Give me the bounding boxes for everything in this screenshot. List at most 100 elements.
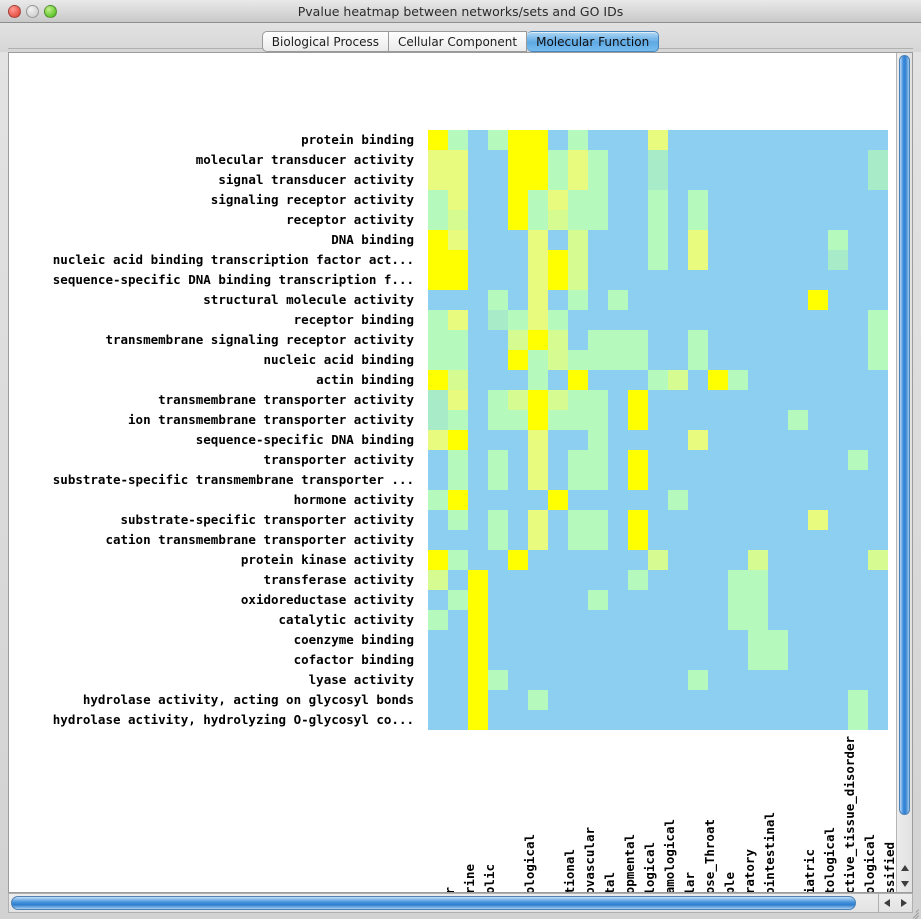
heatmap-cell[interactable] [848,250,868,270]
heatmap-cell[interactable] [788,510,808,530]
heatmap-cell[interactable] [768,390,788,410]
heatmap-cell[interactable] [868,650,888,670]
heatmap-cell[interactable] [728,690,748,710]
heatmap-cell[interactable] [728,450,748,470]
heatmap-cell[interactable] [448,530,468,550]
heatmap-cell[interactable] [588,630,608,650]
heatmap-cell[interactable] [748,270,768,290]
heatmap-cell[interactable] [448,130,468,150]
vertical-scrollbar[interactable] [896,53,912,892]
heatmap-cell[interactable] [688,350,708,370]
heatmap-cell[interactable] [428,710,448,730]
heatmap-cell[interactable] [528,370,548,390]
minimize-button[interactable] [26,5,39,18]
heatmap-cell[interactable] [488,330,508,350]
heatmap-cell[interactable] [768,410,788,430]
heatmap-cell[interactable] [708,670,728,690]
heatmap-cell[interactable] [628,370,648,390]
tab-biological-process[interactable]: Biological Process [261,31,389,52]
heatmap-cell[interactable] [548,190,568,210]
heatmap-cell[interactable] [608,170,628,190]
heatmap-cell[interactable] [828,410,848,430]
heatmap-cell[interactable] [608,250,628,270]
heatmap-cell[interactable] [788,490,808,510]
heatmap-cell[interactable] [428,610,448,630]
heatmap-cell[interactable] [448,510,468,530]
heatmap-cell[interactable] [808,170,828,190]
heatmap-cell[interactable] [868,590,888,610]
heatmap-cell[interactable] [748,210,768,230]
heatmap-cell[interactable] [548,710,568,730]
heatmap-cell[interactable] [508,510,528,530]
heatmap-cell[interactable] [768,350,788,370]
heatmap-cell[interactable] [808,250,828,270]
heatmap-cell[interactable] [648,430,668,450]
heatmap-cell[interactable] [628,690,648,710]
heatmap-cell[interactable] [868,210,888,230]
heatmap-cell[interactable] [608,330,628,350]
heatmap-cell[interactable] [428,630,448,650]
heatmap-cell[interactable] [428,450,448,470]
heatmap-cell[interactable] [548,410,568,430]
heatmap-cell[interactable] [808,190,828,210]
heatmap-cell[interactable] [688,630,708,650]
heatmap-cell[interactable] [628,610,648,630]
heatmap-cell[interactable] [648,290,668,310]
heatmap-cell[interactable] [868,310,888,330]
heatmap-cell[interactable] [468,470,488,490]
heatmap-cell[interactable] [668,310,688,330]
heatmap-cell[interactable] [848,330,868,350]
heatmap-cell[interactable] [648,390,668,410]
heatmap-cell[interactable] [768,190,788,210]
heatmap-cell[interactable] [508,570,528,590]
heatmap-cell[interactable] [468,150,488,170]
heatmap-cell[interactable] [608,270,628,290]
heatmap-cell[interactable] [528,430,548,450]
heatmap-cell[interactable] [668,410,688,430]
heatmap-cell[interactable] [608,310,628,330]
heatmap-cell[interactable] [848,130,868,150]
heatmap-cell[interactable] [768,630,788,650]
heatmap-cell[interactable] [528,270,548,290]
heatmap-cell[interactable] [768,270,788,290]
heatmap-cell[interactable] [468,250,488,270]
heatmap-cell[interactable] [508,350,528,370]
heatmap-cell[interactable] [868,530,888,550]
heatmap-cell[interactable] [468,410,488,430]
heatmap-cell[interactable] [488,470,508,490]
heatmap-cell[interactable] [828,270,848,290]
heatmap-cell[interactable] [668,330,688,350]
heatmap-cell[interactable] [628,410,648,430]
heatmap-cell[interactable] [808,590,828,610]
heatmap-cell[interactable] [768,430,788,450]
heatmap-cell[interactable] [468,230,488,250]
heatmap-cell[interactable] [628,490,648,510]
heatmap-cell[interactable] [548,550,568,570]
heatmap-cell[interactable] [868,570,888,590]
heatmap-cell[interactable] [748,470,768,490]
heatmap-cell[interactable] [528,250,548,270]
heatmap-cell[interactable] [568,510,588,530]
heatmap-cell[interactable] [868,190,888,210]
heatmap-cell[interactable] [748,310,768,330]
heatmap-cell[interactable] [788,190,808,210]
heatmap-cell[interactable] [768,530,788,550]
heatmap-cell[interactable] [548,330,568,350]
heatmap-cell[interactable] [628,430,648,450]
heatmap-cell[interactable] [568,430,588,450]
heatmap-cell[interactable] [428,270,448,290]
heatmap-cell[interactable] [548,430,568,450]
heatmap-cell[interactable] [448,410,468,430]
heatmap-cell[interactable] [828,130,848,150]
heatmap-cell[interactable] [788,270,808,290]
heatmap-cell[interactable] [828,430,848,450]
heatmap-cell[interactable] [768,330,788,350]
heatmap-cell[interactable] [648,270,668,290]
heatmap-cell[interactable] [788,710,808,730]
heatmap-cell[interactable] [868,390,888,410]
heatmap-cell[interactable] [628,170,648,190]
heatmap-cell[interactable] [608,630,628,650]
heatmap-cell[interactable] [748,570,768,590]
heatmap-cell[interactable] [568,190,588,210]
heatmap-cell[interactable] [668,430,688,450]
